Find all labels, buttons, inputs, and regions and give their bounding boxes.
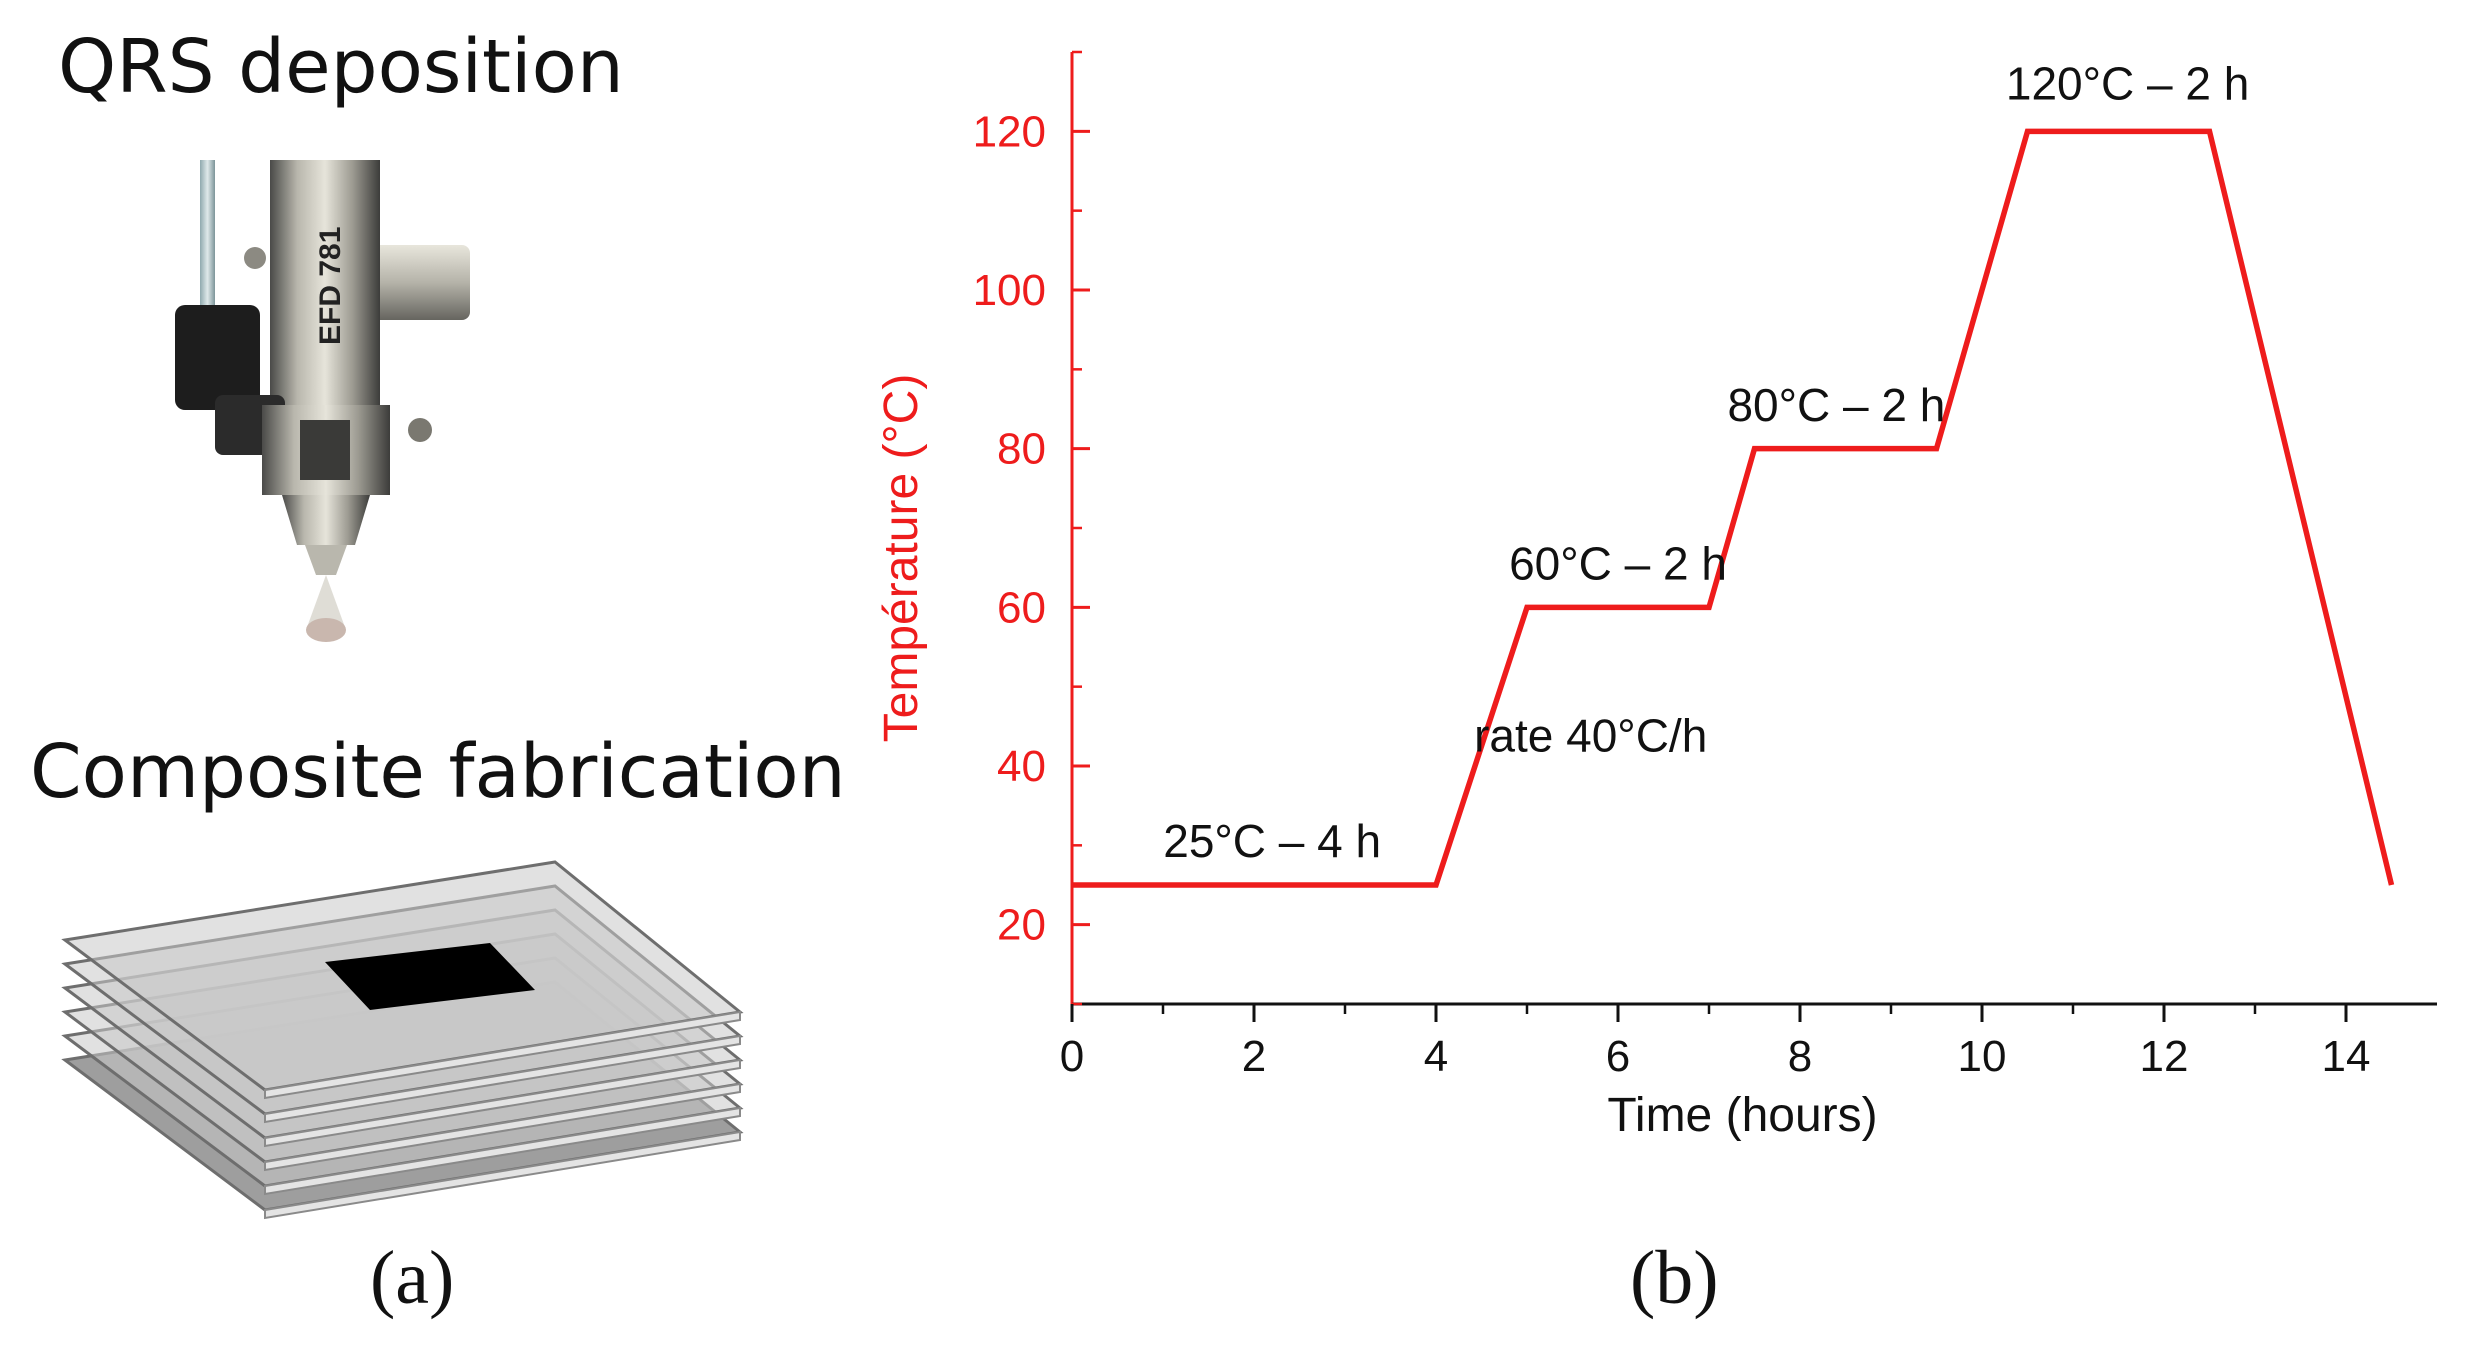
composite-ply-edge — [264, 1130, 741, 1220]
x-tick-label: 8 — [1788, 1032, 1812, 1081]
y-tick-label: 100 — [973, 266, 1046, 315]
composite-fabrication-title: Composite fabrication — [30, 729, 846, 815]
nozzle-label: EFD 781 — [314, 227, 347, 345]
composite-ply-edge — [264, 1034, 741, 1124]
y-tick-label: 120 — [973, 107, 1046, 156]
qrs-deposition-title: QRS deposition — [58, 24, 624, 110]
composite-ply-edge — [264, 1010, 741, 1100]
y-tick-label: 20 — [997, 901, 1046, 950]
x-tick-label: 10 — [1958, 1032, 2007, 1081]
series-line — [1072, 128, 2395, 888]
chart-annotation: 80°C – 2 h — [1727, 379, 1945, 431]
composite-ply-edge — [264, 1082, 741, 1172]
y-tick-label: 60 — [997, 583, 1046, 632]
x-tick-label: 6 — [1606, 1032, 1630, 1081]
panel-b-caption: (b) — [1630, 1236, 1719, 1320]
y-axis-label: Température (°C) — [875, 374, 928, 743]
composite-ply-edge — [264, 1106, 741, 1196]
panel-a-caption: (a) — [370, 1236, 455, 1320]
y-tick-label: 40 — [997, 742, 1046, 791]
chart-annotation: 60°C – 2 h — [1509, 538, 1727, 590]
x-tick-label: 14 — [2322, 1032, 2371, 1081]
embedded-sensor-patch — [325, 943, 535, 1010]
composite-ply-edge — [264, 1058, 741, 1148]
x-tick-label: 0 — [1060, 1032, 1084, 1081]
x-tick-label: 4 — [1424, 1032, 1448, 1081]
y-tick-label: 80 — [997, 425, 1046, 474]
x-tick-label: 12 — [2140, 1032, 2189, 1081]
x-axis-label: Time (hours) — [1607, 1089, 1877, 1142]
chart-annotation: rate 40°C/h — [1474, 710, 1707, 762]
chart-annotation: 120°C – 2 h — [2006, 58, 2249, 110]
x-tick-label: 2 — [1242, 1032, 1266, 1081]
chart-annotation: 25°C – 4 h — [1163, 815, 1381, 867]
